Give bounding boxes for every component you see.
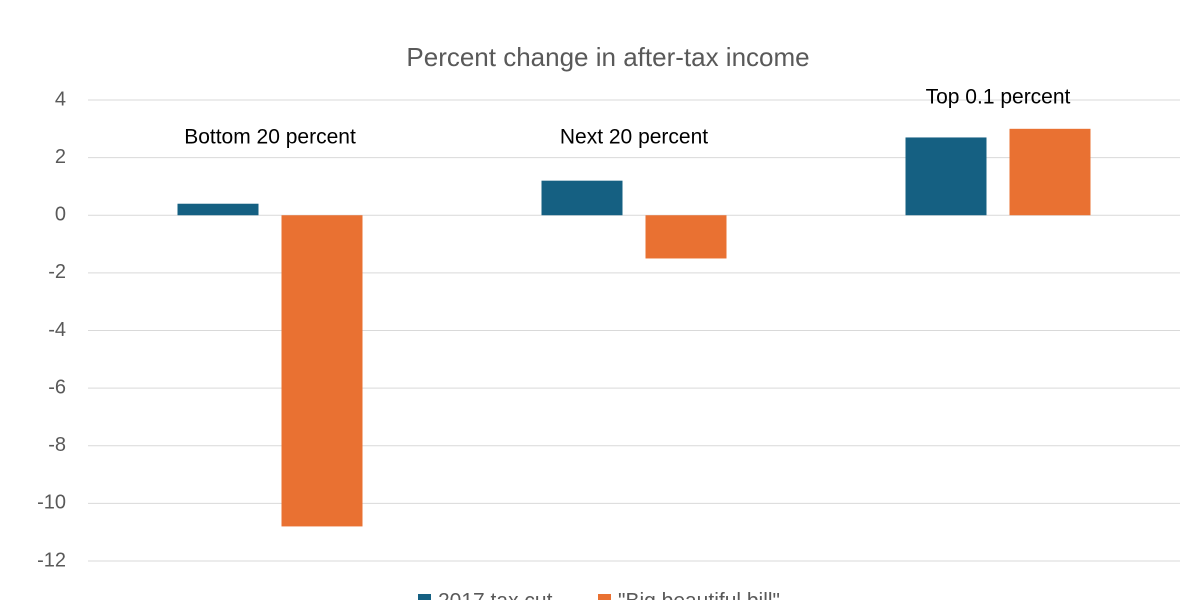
legend-label: 2017 tax cut	[438, 590, 553, 600]
y-tick-label: -2	[48, 261, 66, 283]
category-label: Bottom 20 percent	[184, 126, 356, 149]
y-tick-label: -10	[37, 492, 66, 514]
y-tick-label: -4	[48, 319, 66, 341]
legend-label: "Big beautiful bill"	[618, 590, 780, 600]
y-tick-label: -12	[37, 549, 66, 571]
category-label: Next 20 percent	[560, 126, 708, 149]
legend-swatch	[598, 594, 611, 600]
chart-title: Percent change in after-tax income	[406, 42, 809, 72]
bar	[281, 215, 363, 527]
y-tick-label: 4	[55, 88, 66, 110]
y-tick-label: -6	[48, 376, 66, 398]
category-label: Top 0.1 percent	[926, 85, 1071, 108]
legend-swatch	[418, 594, 431, 600]
bar	[177, 203, 259, 216]
bar	[905, 137, 987, 216]
y-tick-label: -8	[48, 434, 66, 456]
y-tick-label: 2	[55, 146, 66, 168]
y-tick-label: 0	[55, 204, 66, 226]
bar	[1009, 128, 1091, 216]
bar	[645, 215, 727, 259]
bar	[541, 180, 623, 216]
